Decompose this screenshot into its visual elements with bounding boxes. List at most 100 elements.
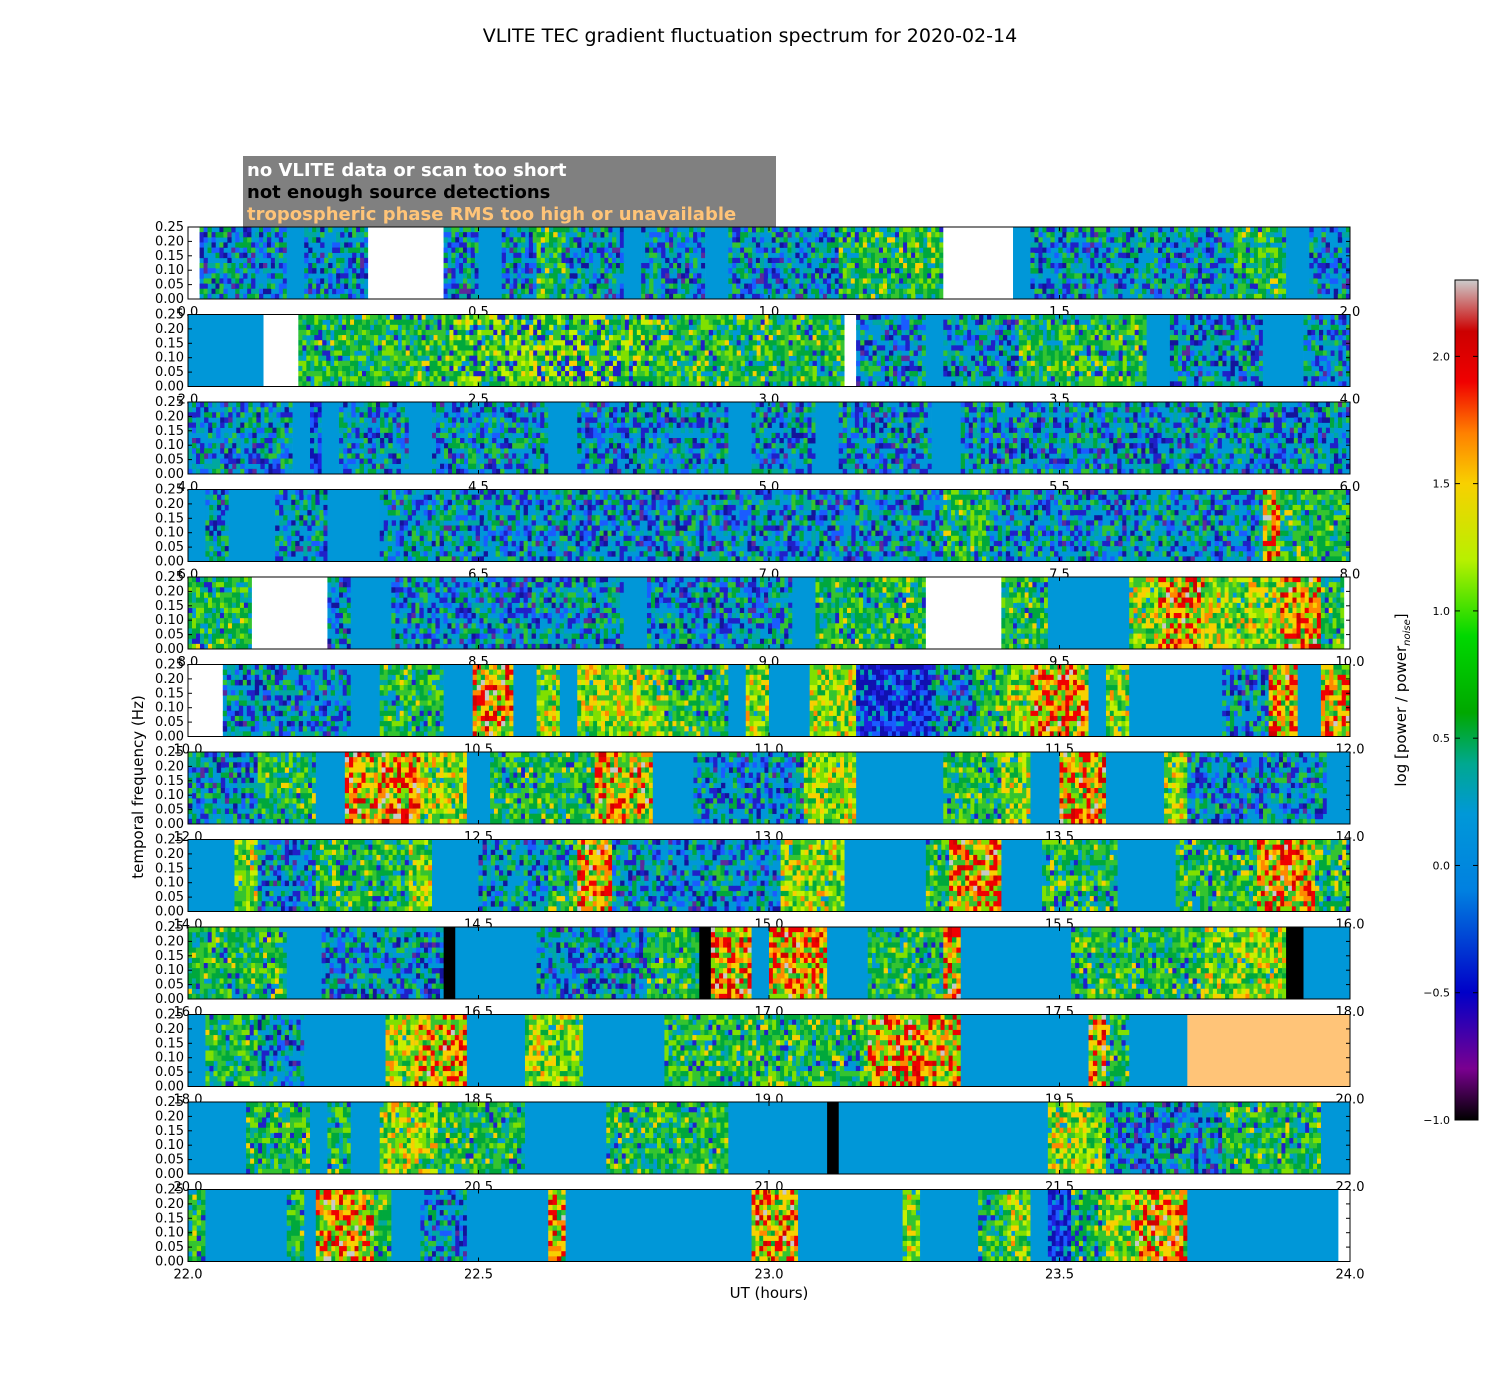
spectrum-cell	[645, 247, 650, 254]
spectrum-cell	[1082, 371, 1088, 377]
spectrum-cell	[732, 283, 737, 290]
spectrum-cell	[334, 376, 339, 382]
spectrum-cell	[728, 360, 733, 367]
spectrum-cell	[332, 247, 337, 254]
spectrum-cell	[545, 345, 550, 351]
spectrum-cell	[760, 365, 765, 372]
spectrum-cell	[927, 283, 932, 290]
spectrum-cell	[336, 278, 341, 284]
spectrum-cell	[1050, 360, 1056, 367]
spectrum-cell	[616, 376, 622, 382]
spectrum-cell	[1246, 324, 1252, 331]
spectrum-cell	[569, 227, 574, 233]
spectrum-cell	[469, 319, 474, 326]
spectrum-cell	[509, 350, 514, 356]
spectrum-cell	[905, 335, 910, 341]
spectrum-cell	[1122, 335, 1127, 341]
spectrum-cell	[700, 360, 706, 367]
spectrum-cell	[882, 278, 888, 284]
spectrum-cell	[1166, 237, 1171, 243]
spectrum-cell	[1257, 263, 1263, 269]
spectrum-cell	[740, 288, 745, 295]
spectrum-cell	[656, 340, 662, 346]
spectrum-cell	[652, 376, 658, 382]
spectrum-cell	[795, 227, 800, 233]
spectrum-cell	[1190, 329, 1195, 336]
spectrum-cell	[882, 247, 888, 254]
spectrum-cell	[653, 247, 658, 254]
spectrum-cell	[763, 247, 769, 254]
spectrum-cell	[931, 273, 936, 279]
spectrum-cell	[649, 252, 654, 259]
spectrum-cell	[1158, 227, 1163, 233]
spectrum-cell	[1114, 365, 1119, 372]
spectrum-cell	[1102, 232, 1107, 238]
spectrum-cell	[716, 319, 721, 326]
spectrum-cell	[759, 278, 765, 284]
spectrum-cell	[660, 371, 666, 377]
spectrum-cell	[1050, 355, 1056, 362]
spectrum-cell	[1249, 273, 1255, 279]
spectrum-cell	[207, 288, 212, 295]
spectrum-cell	[866, 273, 872, 279]
spectrum-cell	[358, 324, 363, 331]
spectrum-cell	[1122, 365, 1127, 372]
spectrum-cell	[1265, 247, 1271, 254]
spectrum-cell	[959, 345, 964, 351]
spectrum-cell	[1329, 263, 1335, 269]
spectrum-cell	[453, 350, 458, 356]
spectrum-cell	[1142, 376, 1147, 382]
spectrum-cell	[1258, 335, 1264, 341]
spectrum-cell	[1106, 242, 1111, 248]
spectrum-cell	[497, 376, 502, 382]
spectrum-cell	[589, 340, 594, 346]
spectrum-cell	[1338, 319, 1343, 326]
spectrum-cell	[473, 319, 478, 326]
spectrum-cell	[1303, 345, 1308, 351]
spectrum-cell	[632, 329, 638, 336]
spectrum-cell	[800, 345, 805, 351]
spectrum-cell	[1253, 293, 1259, 299]
spectrum-cell	[361, 345, 367, 351]
spectrum-cell	[377, 360, 383, 367]
spectrum-cell	[199, 273, 204, 279]
spectrum-cell	[364, 247, 369, 254]
spectrum-cell	[1274, 268, 1279, 274]
spectrum-cell	[569, 360, 574, 367]
spectrum-cell	[756, 350, 761, 356]
spectrum-cell	[684, 360, 690, 367]
spectrum-cell	[1177, 283, 1183, 290]
spectrum-cell	[604, 278, 609, 284]
spectrum-cell	[1234, 381, 1239, 387]
spectrum-cell	[255, 232, 260, 238]
spectrum-cell	[939, 252, 944, 259]
spectrum-cell	[846, 273, 852, 279]
spectrum-cell	[449, 335, 454, 341]
spectrum-cell	[1086, 273, 1091, 279]
spectrum-cell	[1030, 257, 1035, 264]
spectrum-cell	[804, 381, 809, 387]
spectrum-cell	[740, 232, 745, 238]
spectrum-cell	[780, 345, 785, 351]
spectrum-cell	[266, 242, 272, 248]
spectrum-cell	[680, 350, 686, 356]
spectrum-cell	[919, 268, 924, 274]
spectrum-cell	[644, 329, 650, 336]
spectrum-cell	[425, 345, 430, 351]
spectrum-cell	[830, 283, 836, 290]
spectrum-cell	[751, 237, 757, 243]
spectrum-cell	[788, 371, 793, 377]
spectrum-cell	[1206, 340, 1211, 346]
spectrum-cell	[1326, 360, 1331, 367]
spectrum-cell	[231, 283, 236, 290]
spectrum-cell	[796, 371, 801, 377]
spectrum-cell	[619, 232, 625, 238]
spectrum-cell	[350, 335, 355, 341]
spectrum-cell	[1257, 247, 1263, 254]
spectrum-cell	[199, 268, 204, 274]
spectrum-cell	[346, 365, 351, 372]
spectrum-cell	[525, 371, 530, 377]
spectrum-cell	[1082, 360, 1088, 367]
spectrum-cell	[1241, 242, 1247, 248]
spectrum-cell	[935, 242, 940, 248]
